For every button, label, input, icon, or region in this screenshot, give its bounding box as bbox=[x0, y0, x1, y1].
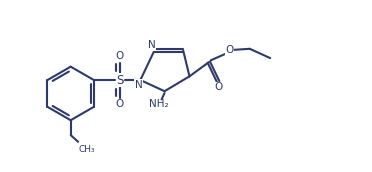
Text: O: O bbox=[116, 99, 124, 109]
Text: S: S bbox=[116, 74, 124, 87]
Text: CH₃: CH₃ bbox=[79, 145, 96, 154]
Text: NH₂: NH₂ bbox=[149, 99, 169, 109]
Text: O: O bbox=[116, 51, 124, 61]
Text: O: O bbox=[215, 82, 223, 92]
Text: O: O bbox=[225, 45, 234, 55]
Text: N: N bbox=[135, 80, 143, 90]
Text: N: N bbox=[148, 40, 156, 50]
